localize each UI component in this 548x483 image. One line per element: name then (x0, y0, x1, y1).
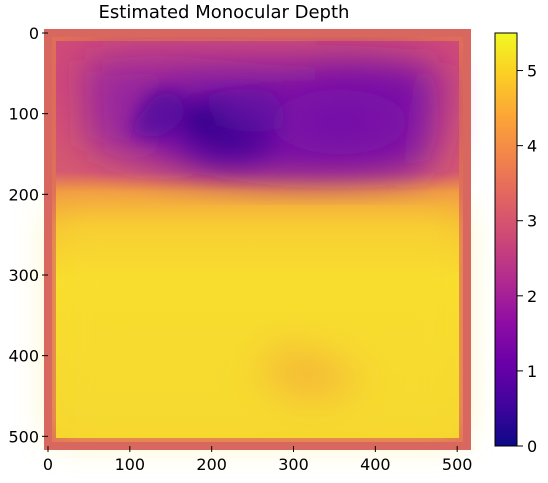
colorbar-tick-label: 4 (527, 137, 537, 156)
x-tick-label: 500 (442, 455, 473, 474)
colorbar-gradient (494, 32, 518, 447)
lower-depth-region (56, 210, 459, 436)
x-tick-label: 0 (43, 455, 53, 474)
y-tick-label: 100 (8, 105, 39, 124)
chart-title: Estimated Monocular Depth (99, 2, 350, 23)
y-tick-label: 400 (8, 347, 39, 366)
colorbar-tick-label: 3 (527, 212, 537, 231)
colorbar-tick-label: 2 (527, 287, 537, 306)
x-tick-label: 400 (360, 455, 391, 474)
x-tick-label: 200 (196, 455, 227, 474)
y-tick-label: 200 (8, 185, 39, 204)
x-tick-label: 100 (115, 455, 146, 474)
y-tick-label: 500 (8, 427, 39, 446)
colorbar: 0 1 2 3 4 5 (494, 32, 537, 456)
y-tick-label: 0 (29, 24, 39, 43)
y-tick-label: 300 (8, 266, 39, 285)
upper-dark-core (141, 86, 415, 171)
heatmap-frame (44, 29, 471, 450)
colorbar-tick-label: 1 (527, 362, 537, 381)
colorbar-ticks: 0 1 2 3 4 5 (517, 62, 537, 456)
colorbar-tick-label: 5 (527, 62, 537, 81)
x-tick-label: 300 (278, 455, 309, 474)
colorbar-tick-label: 0 (527, 437, 537, 456)
upper-shape-details (128, 89, 284, 138)
depth-heatmap (44, 29, 471, 450)
